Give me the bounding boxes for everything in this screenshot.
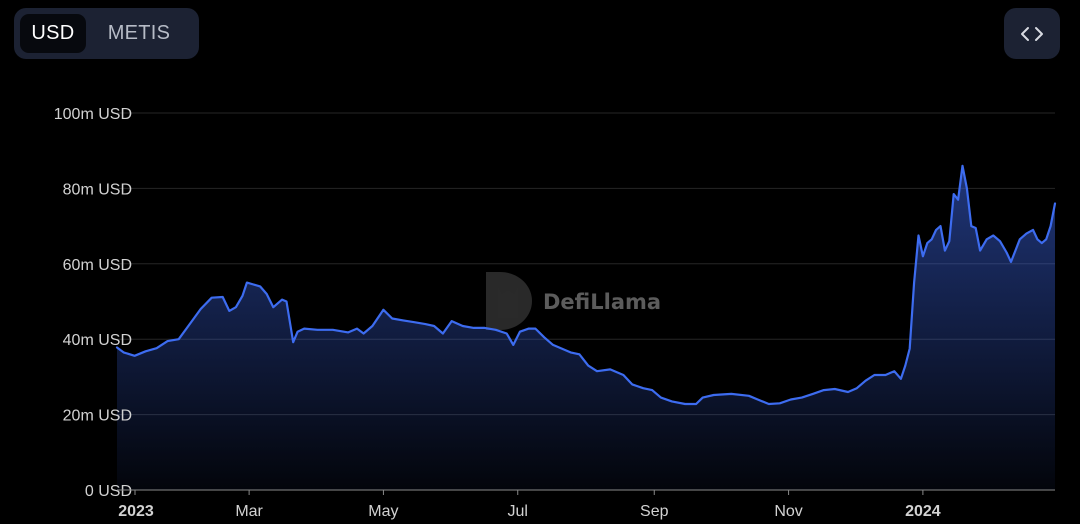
x-tick-label: May xyxy=(368,503,398,520)
y-tick-label: 60m USD xyxy=(63,257,132,274)
watermark: DefiLlama xyxy=(486,272,661,330)
y-tick-label: 100m USD xyxy=(54,106,132,123)
series-area xyxy=(117,165,1055,491)
series-line xyxy=(115,164,1057,406)
y-axis: 0 USD 20m USD 40m USD 60m USD 80m USD 100m US… xyxy=(54,106,132,500)
x-axis: 2023 Mar May Jul Sep Nov 2024 xyxy=(117,489,1055,520)
y-tick-label: 80m USD xyxy=(63,181,132,198)
area-layer xyxy=(115,164,1057,491)
embed-button[interactable] xyxy=(1004,8,1060,59)
x-tick-label: Sep xyxy=(640,503,669,520)
x-tick-label: Nov xyxy=(774,503,802,520)
currency-option-usd[interactable]: USD xyxy=(20,14,86,53)
x-tick-label: Mar xyxy=(235,503,263,520)
x-tick-label: Jul xyxy=(508,503,528,520)
x-tick-label: 2023 xyxy=(118,503,154,520)
y-tick-label: 40m USD xyxy=(63,332,132,349)
watermark-text: DefiLlama xyxy=(543,290,661,314)
y-tick-label: 0 USD xyxy=(85,483,132,500)
currency-toggle: USD METIS xyxy=(14,8,199,59)
x-tick-label: 2024 xyxy=(905,503,941,520)
y-tick-label: 20m USD xyxy=(63,408,132,425)
currency-option-metis[interactable]: METIS xyxy=(107,22,171,44)
code-brackets-icon xyxy=(1021,26,1043,41)
